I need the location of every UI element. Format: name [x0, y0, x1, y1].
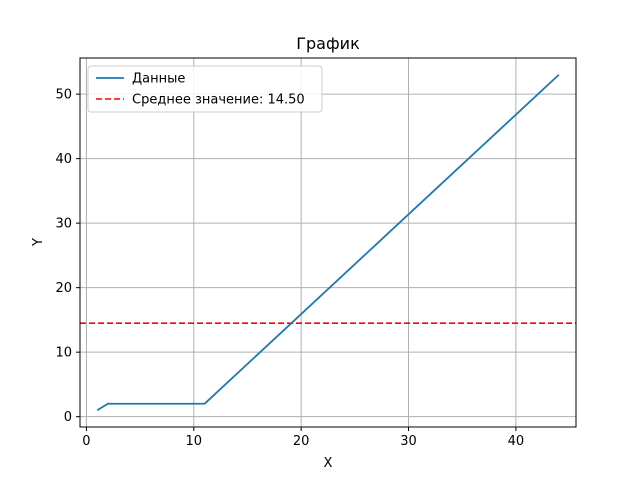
- legend-box: [87, 65, 323, 113]
- y-tick-label: 30: [55, 217, 72, 232]
- x-tick-label: 30: [400, 434, 417, 449]
- y-tick-label: 50: [55, 88, 72, 103]
- y-tick-label: 40: [55, 152, 72, 167]
- x-tick-label: 0: [82, 434, 90, 449]
- x-tick-label: 40: [508, 434, 525, 449]
- legend-label-data: Данные: [132, 72, 185, 87]
- y-tick-label: 20: [55, 281, 72, 296]
- data-line: [96, 74, 560, 412]
- x-axis-ticks: 0 10 20 30 40: [82, 427, 524, 449]
- plot-frame: [79, 57, 577, 428]
- x-tick-label: 20: [293, 434, 310, 449]
- legend-label-mean: Среднее значение: 14.50: [132, 93, 305, 108]
- x-tick-label: 10: [186, 434, 203, 449]
- chart-title: График: [296, 34, 360, 53]
- y-tick-label: 0: [64, 410, 72, 425]
- y-axis-ticks: 0 10 20 30 40 50: [55, 88, 80, 425]
- legend: Данные Среднее значение: 14.50: [87, 65, 323, 113]
- grid: [80, 58, 576, 427]
- data-series: [96, 74, 560, 412]
- x-axis-label: X: [324, 456, 333, 471]
- y-axis-label: Y: [31, 238, 46, 247]
- y-tick-label: 10: [55, 346, 72, 361]
